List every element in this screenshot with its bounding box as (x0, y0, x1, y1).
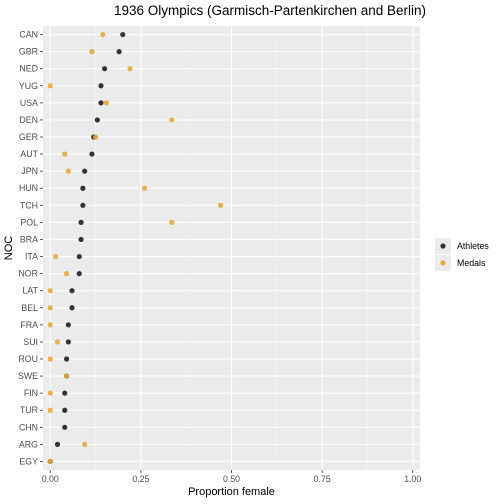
point-medals (47, 305, 53, 311)
point-medals (141, 185, 148, 191)
point-medals (169, 117, 175, 123)
point-medals (62, 151, 68, 157)
point-medals (100, 31, 106, 38)
point-medals (65, 168, 71, 174)
point-athletes (98, 83, 104, 89)
point-medals (82, 441, 88, 447)
x-tick-label: 0.50 (223, 474, 240, 484)
y-tick-label: ITA (25, 252, 38, 262)
y-tick-label: SWE (18, 371, 38, 381)
point-athletes (62, 390, 68, 396)
point-medals (218, 202, 224, 208)
point-athletes (54, 441, 61, 447)
point-medals (47, 390, 53, 396)
point-medals (63, 271, 70, 277)
y-tick-label: HUN (19, 183, 38, 193)
y-tick-label: TUR (20, 405, 38, 415)
point-athletes (98, 100, 104, 106)
y-tick-label: LAT (23, 286, 39, 296)
legend-label: Medals (457, 258, 486, 268)
y-tick-label: FRA (20, 320, 38, 330)
point-athletes (89, 151, 95, 157)
y-tick-label: BRA (20, 234, 38, 244)
point-athletes (76, 253, 82, 260)
x-axis-title: Proportion female (188, 486, 275, 498)
point-athletes (80, 185, 86, 191)
y-tick-label: ARG (19, 439, 38, 449)
y-tick-label: DEN (19, 115, 38, 125)
point-medals (92, 134, 99, 140)
point-athletes (62, 424, 68, 430)
x-axis: 0.00 0.25 0.50 0.75 1.00 (42, 470, 421, 484)
point-medals (47, 288, 53, 294)
y-tick-label: POL (20, 217, 38, 227)
y-tick-label: GER (19, 132, 38, 142)
y-tick-label: YUG (19, 81, 38, 91)
point-medals (47, 83, 53, 89)
y-tick-label: ROU (18, 354, 38, 364)
x-tick-label: 0.25 (132, 474, 149, 484)
y-tick-label: USA (20, 98, 38, 108)
point-medals (169, 219, 175, 225)
y-axis: CAN GBR NED YUG USA DEN GER AUT JPN HUN TCH POL BRA I… (18, 30, 43, 466)
y-tick-label: TCH (20, 200, 38, 210)
y-tick-label: AUT (20, 149, 38, 159)
point-medals (47, 458, 53, 465)
grid-lines (43, 26, 420, 470)
point-athletes (102, 66, 108, 72)
y-tick-label: FIN (24, 388, 38, 398)
point-medals (47, 322, 53, 328)
x-tick-label: 1.00 (404, 474, 421, 484)
point-athletes (63, 356, 70, 362)
point-medals (89, 49, 95, 55)
legend-swatch (440, 260, 446, 266)
point-athletes (62, 407, 68, 413)
point-medals (47, 407, 53, 413)
point-athletes (65, 339, 71, 345)
legend: Athletes Medals (435, 238, 489, 271)
point-athletes (69, 288, 75, 294)
y-tick-label: NOR (18, 269, 38, 279)
legend-label: Athletes (457, 241, 489, 251)
y-tick-label: GBR (19, 47, 38, 57)
y-tick-label: CAN (19, 30, 38, 40)
y-tick-label: EGY (19, 456, 38, 466)
point-athletes (80, 202, 86, 208)
y-tick-label: NED (19, 64, 38, 74)
y-axis-title: NOC (3, 236, 15, 261)
point-athletes (120, 31, 126, 38)
point-athletes (78, 219, 84, 225)
legend-swatch (440, 243, 446, 249)
data-points (47, 31, 224, 465)
point-medals (127, 66, 133, 72)
y-tick-label: JPN (21, 166, 38, 176)
point-athletes (94, 117, 100, 123)
point-medals (54, 339, 61, 345)
y-tick-label: SUI (23, 337, 38, 347)
point-athletes (76, 271, 82, 277)
x-tick-label: 0.00 (42, 474, 59, 484)
chart-title: 1936 Olympics (Garmisch-Partenkirchen an… (114, 3, 426, 18)
point-medals (53, 253, 59, 260)
point-athletes (65, 322, 71, 328)
y-tick-label: BEL (21, 303, 38, 313)
point-athletes (69, 305, 75, 311)
point-athletes (82, 168, 88, 174)
point-athletes (116, 49, 122, 55)
y-tick-label: CHN (19, 422, 38, 432)
point-medals (47, 356, 53, 362)
point-medals (63, 373, 70, 379)
x-tick-label: 0.75 (314, 474, 331, 484)
point-athletes (78, 236, 84, 243)
point-medals (103, 100, 110, 106)
